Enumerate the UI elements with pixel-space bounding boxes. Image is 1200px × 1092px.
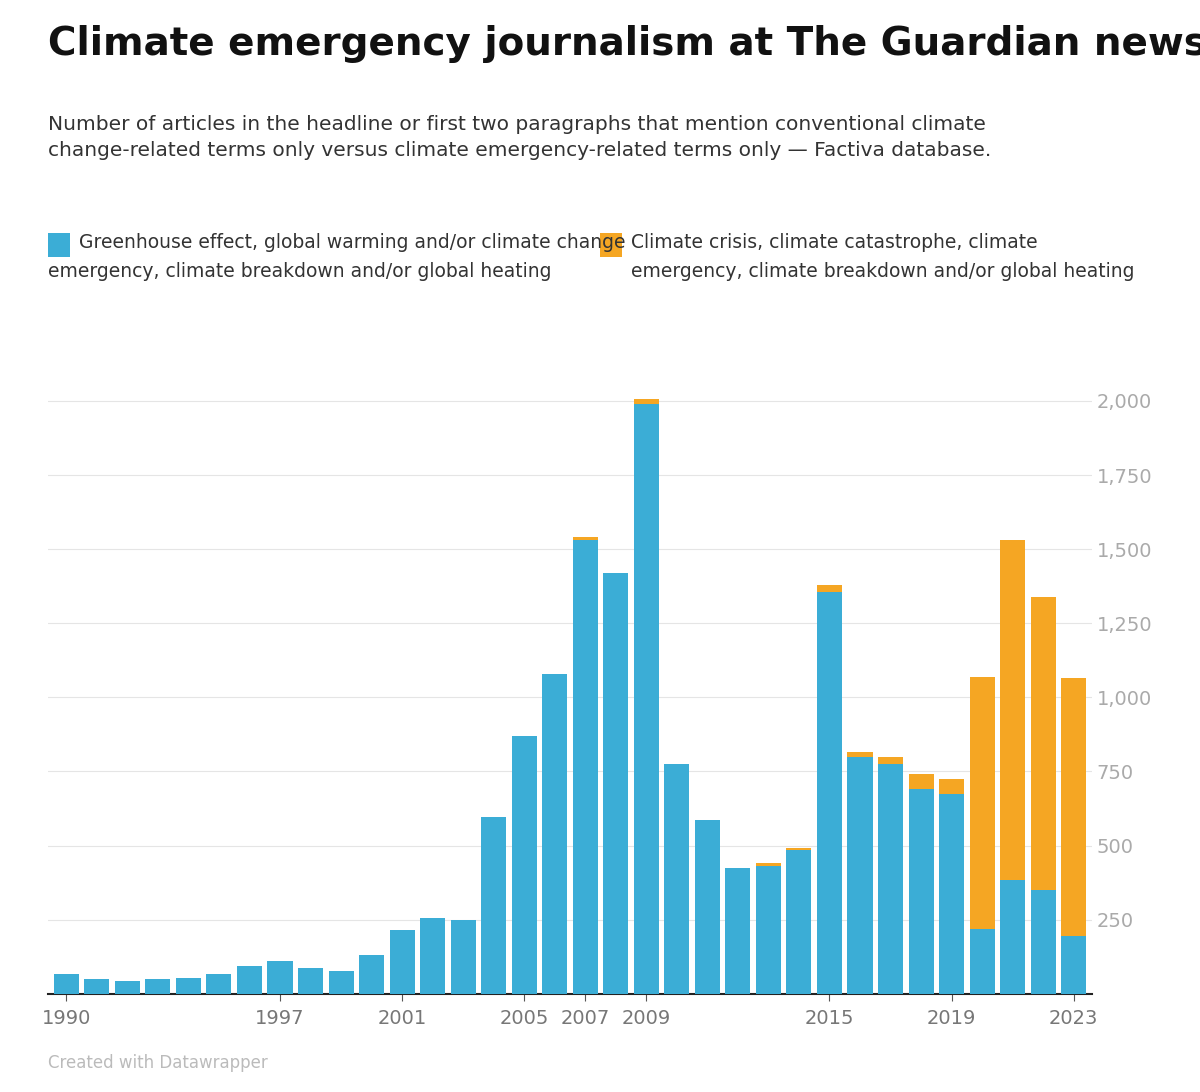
Bar [84, 978, 109, 994]
Bar [329, 972, 354, 994]
Bar [970, 677, 995, 928]
Bar [970, 928, 995, 994]
Bar [725, 868, 750, 994]
Bar [878, 757, 904, 764]
Bar [54, 974, 79, 994]
Bar [451, 921, 475, 994]
Bar [176, 978, 200, 994]
Bar [1061, 678, 1086, 936]
Bar [1031, 596, 1056, 890]
Bar [359, 956, 384, 994]
Bar [1031, 890, 1056, 994]
Text: Climate emergency journalism at The Guardian newspaper: Climate emergency journalism at The Guar… [48, 25, 1200, 63]
Bar [908, 790, 934, 994]
Bar [756, 866, 781, 994]
Bar [298, 968, 323, 994]
Bar [206, 974, 232, 994]
Bar [268, 961, 293, 994]
Bar [511, 736, 536, 994]
Bar [236, 965, 262, 994]
Bar [940, 794, 964, 994]
Bar [572, 541, 598, 994]
Bar [634, 404, 659, 994]
Bar [420, 918, 445, 994]
Bar [1061, 936, 1086, 994]
Bar [145, 980, 170, 994]
Text: Number of articles in the headline or first two paragraphs that mention conventi: Number of articles in the headline or fi… [48, 115, 991, 161]
Bar [756, 863, 781, 866]
Bar [817, 592, 842, 994]
Bar [634, 400, 659, 404]
Bar [572, 537, 598, 541]
Bar [908, 774, 934, 790]
Text: Climate crisis, climate catastrophe, climate: Climate crisis, climate catastrophe, cli… [631, 233, 1038, 251]
Bar [847, 757, 872, 994]
Bar [542, 674, 568, 994]
Bar [817, 584, 842, 592]
Bar [481, 817, 506, 994]
Text: emergency, climate breakdown and/or global heating: emergency, climate breakdown and/or glob… [631, 262, 1135, 281]
Bar [786, 847, 811, 850]
Bar [1000, 880, 1025, 994]
Bar [1000, 541, 1025, 880]
Bar [786, 850, 811, 994]
Bar [115, 982, 140, 994]
Text: Greenhouse effect, global warming and/or climate change: Greenhouse effect, global warming and/or… [79, 233, 625, 251]
Bar [665, 764, 689, 994]
Text: emergency, climate breakdown and/or global heating: emergency, climate breakdown and/or glob… [48, 262, 552, 281]
Bar [940, 779, 964, 794]
Text: Created with Datawrapper: Created with Datawrapper [48, 1055, 268, 1072]
Bar [695, 820, 720, 994]
Bar [604, 573, 629, 994]
Bar [390, 930, 415, 994]
Bar [847, 752, 872, 757]
Bar [878, 764, 904, 994]
